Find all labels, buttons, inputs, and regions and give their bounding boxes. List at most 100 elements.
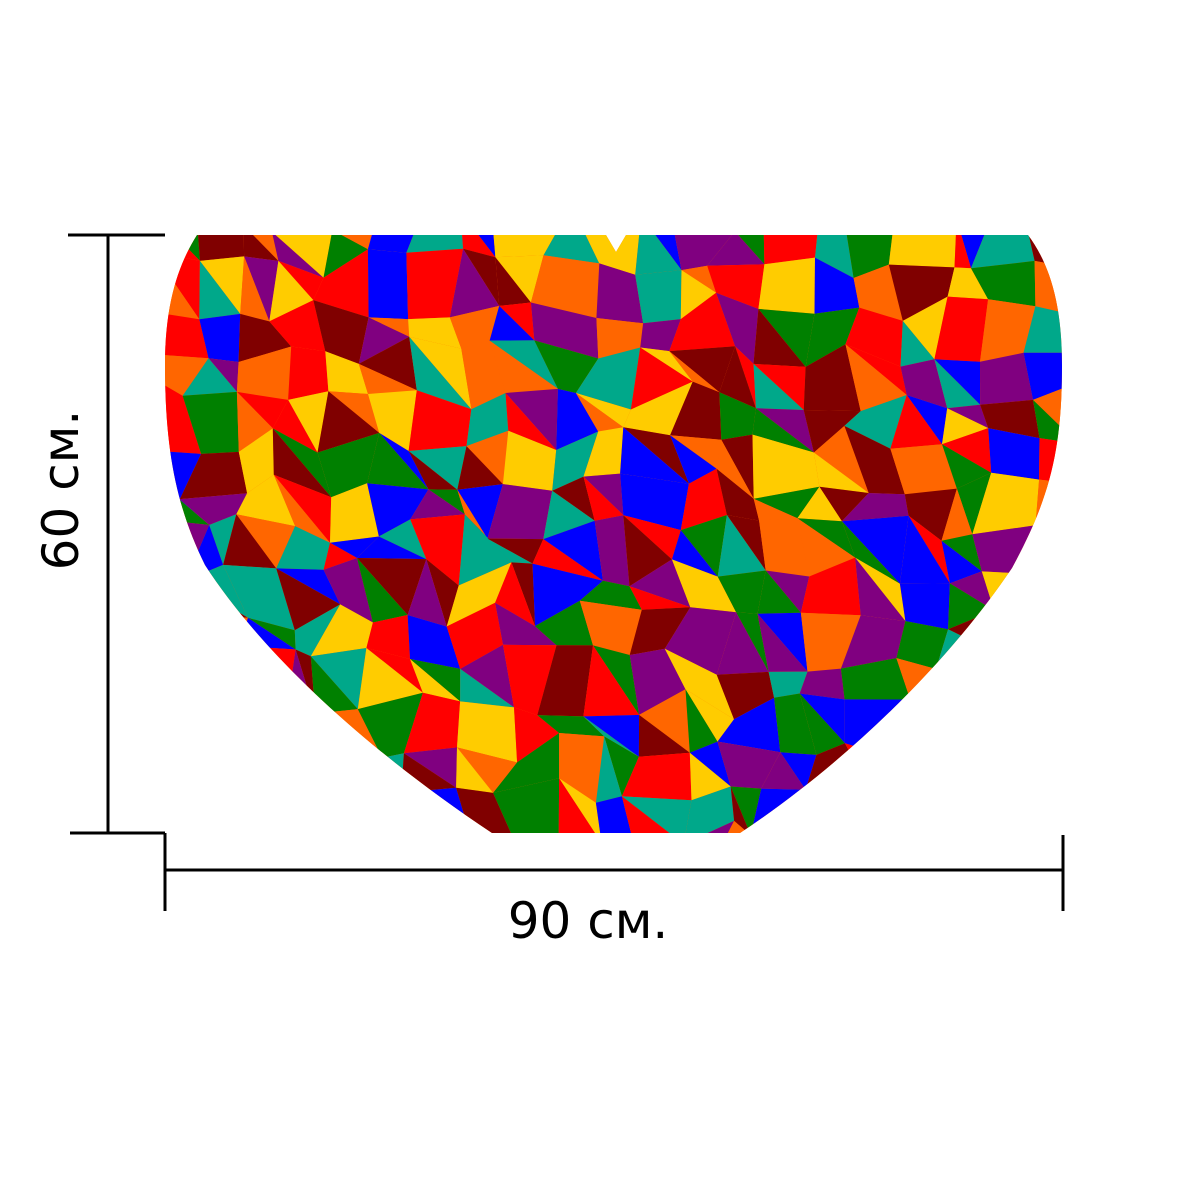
mosaic-tile <box>1033 650 1062 702</box>
mosaic-tile <box>552 476 595 521</box>
mosaic-tile <box>620 473 689 531</box>
mosaic-tile <box>466 393 509 447</box>
mosaic-tile <box>165 251 200 320</box>
mosaic-tile <box>936 654 999 708</box>
mosaic-tile <box>911 783 954 833</box>
mosaic-tile <box>310 656 358 714</box>
mosaic-tile <box>543 520 603 581</box>
mosaic-tile <box>428 489 465 515</box>
mosaic-tile <box>751 835 813 888</box>
mosaic-tile <box>150 870 199 931</box>
mosaic-tile <box>1023 306 1062 353</box>
mosaic-tile <box>886 783 936 833</box>
mosaic-tile <box>407 559 447 627</box>
mosaic-tile <box>935 799 988 833</box>
mosaic-tile <box>559 778 602 833</box>
mosaic-tile <box>310 648 367 710</box>
mosaic-tile <box>954 235 971 269</box>
mosaic-tile <box>367 432 429 490</box>
mosaic-tile <box>1083 214 1119 273</box>
mosaic-tile <box>358 317 410 364</box>
mosaic-tile <box>1111 697 1161 753</box>
mosaic-tile <box>814 257 860 314</box>
mosaic-tile <box>998 650 1034 702</box>
mosaic-tile <box>456 747 494 793</box>
mosaic-tile <box>366 648 423 693</box>
mosaic-tile <box>629 586 691 610</box>
mosaic-tile <box>947 404 989 429</box>
mosaic-tile <box>716 292 759 364</box>
mosaic-tile <box>238 742 290 779</box>
mosaic-tile <box>840 615 906 669</box>
mosaic-tile <box>596 318 644 359</box>
mosaic-tile <box>900 320 935 367</box>
mosaic-tile <box>552 431 599 491</box>
mosaic-tile <box>803 410 861 453</box>
mosaic-tile <box>942 428 992 473</box>
mosaic-tile <box>240 256 270 322</box>
mosaic-tile <box>798 889 867 934</box>
mosaic-tile <box>410 659 461 702</box>
mosaic-tile <box>621 752 692 801</box>
mosaic-tile <box>487 538 544 564</box>
mosaic-tile <box>904 699 946 762</box>
mosaic-tile <box>845 344 907 395</box>
mosaic-tile <box>1069 270 1114 314</box>
mosaic-tile <box>1028 891 1085 929</box>
mosaic-tile <box>190 613 248 646</box>
mosaic-tile <box>752 408 814 453</box>
height-dimension <box>68 233 165 835</box>
mosaic-tile <box>971 883 1027 929</box>
mosaic-tile <box>899 583 950 630</box>
mosaic-tile <box>1030 869 1084 921</box>
mosaic-tile <box>489 305 535 341</box>
mosaic-tile <box>410 659 461 702</box>
mosaic-tile <box>403 692 461 754</box>
mosaic-tile <box>165 571 191 616</box>
mosaic-tile <box>1078 428 1130 484</box>
mosaic-tile <box>495 602 557 646</box>
mosaic-tile <box>230 880 285 936</box>
mosaic-tile <box>195 870 245 936</box>
mosaic-tile <box>669 292 736 352</box>
mosaic-tile <box>223 514 277 569</box>
mosaic-tile <box>184 667 248 715</box>
mosaic-tile <box>583 714 640 757</box>
mosaic-tile <box>583 716 639 757</box>
mosaic-tile <box>1019 571 1062 609</box>
mosaic-tile <box>242 829 290 833</box>
mosaic-tile <box>670 435 717 484</box>
mosaic-tile <box>323 235 368 278</box>
mosaic-tile <box>357 692 423 758</box>
mosaic-tile <box>288 391 329 453</box>
mosaic-tile <box>514 707 560 763</box>
mosaic-tile <box>1111 697 1175 748</box>
mosaic-tile <box>1131 483 1172 533</box>
mosaic-tile <box>199 256 245 314</box>
mosaic-tile <box>1075 738 1110 789</box>
mosaic-tile <box>799 668 845 700</box>
mosaic-tile <box>460 235 496 258</box>
mosaic-tile <box>629 559 691 608</box>
mosaic-tile <box>165 481 210 525</box>
mosaic-tile <box>886 845 941 883</box>
mosaic-tile <box>199 754 238 801</box>
mosaic-tile <box>1023 352 1062 400</box>
mosaic-tile <box>987 800 1032 826</box>
mosaic-tile <box>757 613 808 672</box>
mosaic-tile <box>575 347 641 410</box>
mosaic-tile <box>382 753 404 793</box>
mosaic-tile <box>466 430 509 485</box>
mosaic-tile <box>406 235 464 253</box>
mosaic-tile <box>364 835 426 882</box>
mosaic-tile <box>493 235 558 258</box>
mosaic-tile <box>664 844 707 892</box>
mosaic-tile <box>230 778 290 833</box>
mosaic-tile <box>768 671 808 698</box>
mosaic-tile <box>681 265 717 293</box>
mosaic-tile <box>638 714 690 757</box>
mosaic-tile <box>671 530 718 577</box>
mosaic-tile <box>199 260 241 320</box>
mosaic-tile <box>165 381 202 454</box>
mosaic-tile <box>853 264 903 321</box>
